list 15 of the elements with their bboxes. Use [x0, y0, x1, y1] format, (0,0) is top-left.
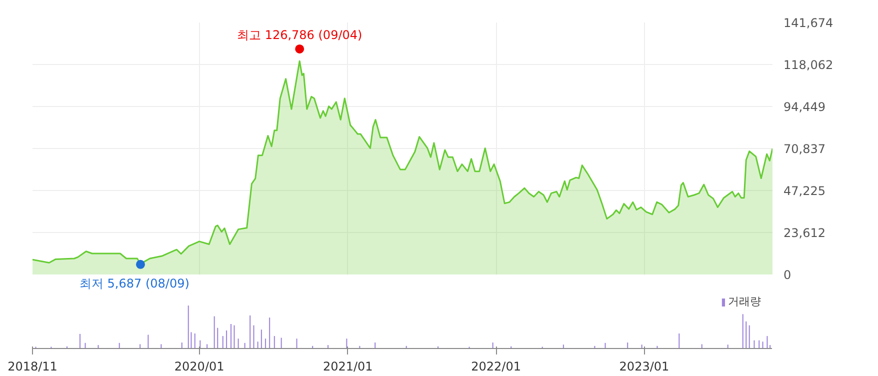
y-tick-label: 47,225: [784, 184, 826, 198]
x-tick-label: 2022/01: [471, 360, 521, 374]
x-tick-label: 2021/01: [322, 360, 373, 374]
annotation: 최저 5,687 (08/09): [79, 276, 190, 290]
y-tick-label: 23,612: [784, 226, 826, 240]
y-tick-label: 94,449: [784, 100, 826, 114]
y-tick-label: 70,837: [784, 142, 826, 156]
x-tick-label: 2020/01: [174, 360, 224, 374]
annotation: 최고 126,786 (09/04): [237, 28, 362, 42]
legend-label: 거래량: [728, 294, 762, 309]
y-tick-label: 118,062: [784, 58, 834, 72]
x-tick-label: 2018/11: [8, 360, 58, 374]
y-tick-label: 0: [784, 268, 792, 282]
y-tick-label: 141,674: [784, 16, 834, 30]
x-tick-label: 2023/01: [619, 360, 670, 374]
